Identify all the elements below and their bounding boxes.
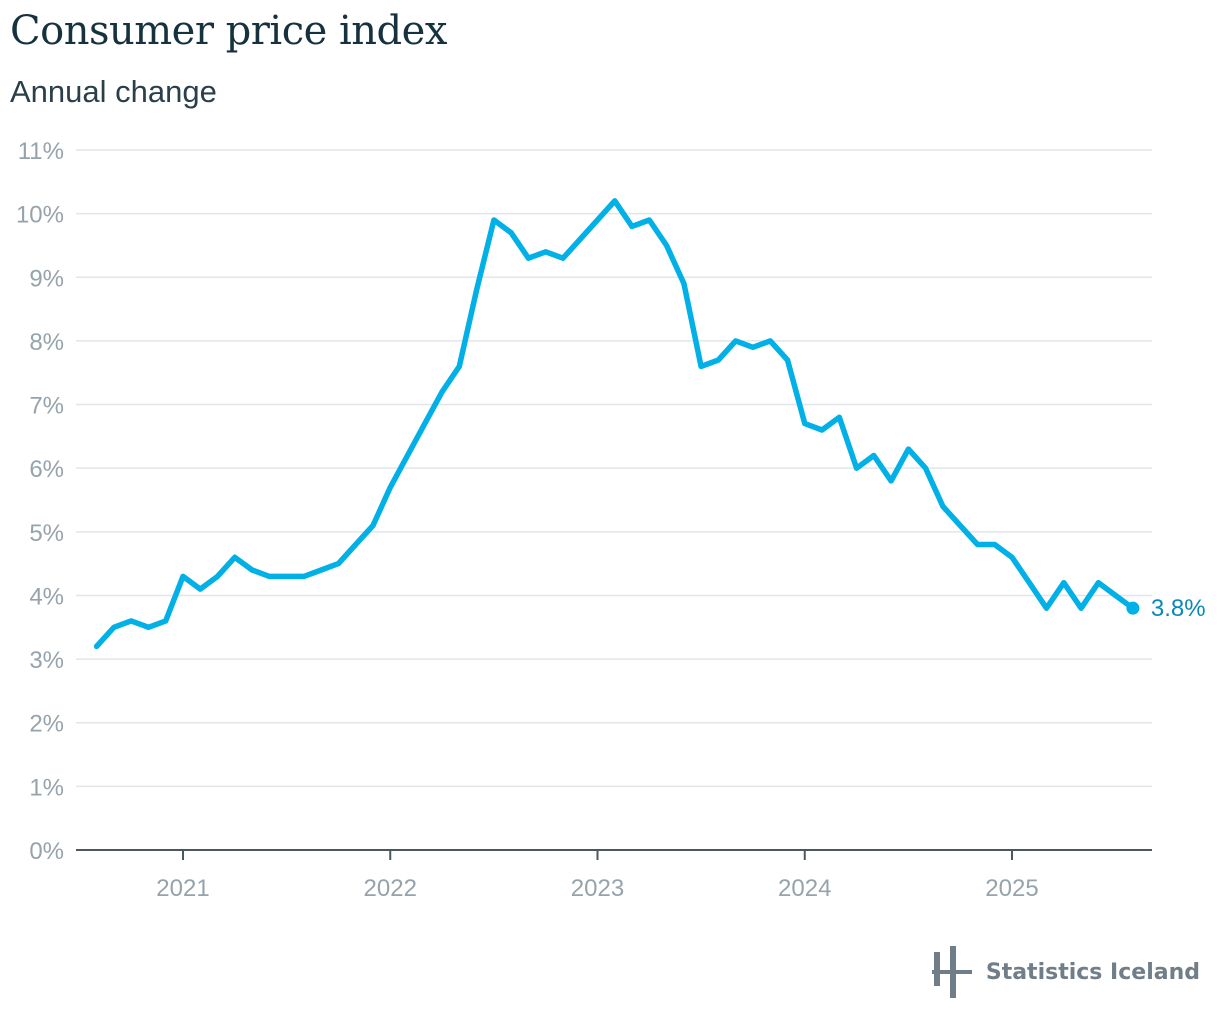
data-point	[1113, 592, 1119, 598]
y-tick-label: 1%	[29, 774, 64, 801]
data-point	[681, 281, 687, 287]
data-point	[197, 586, 203, 592]
data-point	[646, 217, 652, 223]
y-axis-tick-labels: 0% 1% 2% 3% 4% 5% 6% 7% 8% 9% 10% 11%	[16, 138, 64, 865]
data-point	[1009, 554, 1015, 560]
data-point	[1095, 580, 1101, 586]
x-tick-label: 2022	[364, 875, 417, 902]
data-point	[560, 255, 566, 261]
data-point	[595, 217, 601, 223]
y-tick-label: 5%	[29, 520, 64, 547]
data-point	[353, 542, 359, 548]
data-point	[888, 478, 894, 484]
data-point	[577, 236, 583, 242]
data-point	[318, 567, 324, 573]
series-layer: 3.8%	[93, 198, 1206, 650]
gridlines	[76, 149, 1152, 788]
data-point	[923, 465, 929, 471]
x-tick-label: 2023	[571, 875, 624, 902]
brand-footer: Statistics Iceland	[931, 946, 1200, 998]
data-point	[629, 223, 635, 229]
brand-name: Statistics Iceland	[985, 959, 1200, 985]
data-point	[335, 561, 341, 567]
data-point	[940, 503, 946, 509]
data-point	[1026, 580, 1032, 586]
data-point	[456, 363, 462, 369]
data-point	[145, 624, 151, 630]
y-tick-label: 0%	[29, 838, 64, 865]
y-tick-label: 3%	[29, 647, 64, 674]
x-axis-tick-labels: 2021 2022 2023 2024 2025	[156, 875, 1038, 902]
data-point	[370, 522, 376, 528]
data-point	[405, 452, 411, 458]
data-point	[439, 389, 445, 395]
data-point	[491, 217, 497, 223]
data-point	[525, 255, 531, 261]
data-point	[128, 618, 134, 624]
data-point	[767, 338, 773, 344]
data-point	[854, 465, 860, 471]
chart-subtitle: Annual change	[10, 74, 217, 109]
chart-title: Consumer price index	[10, 8, 447, 54]
data-point	[1061, 580, 1067, 586]
end-point-marker	[1126, 601, 1140, 615]
data-point	[974, 542, 980, 548]
end-value-label: 3.8%	[1151, 595, 1206, 622]
data-point	[215, 573, 221, 579]
y-tick-label: 2%	[29, 711, 64, 738]
data-point	[474, 287, 480, 293]
data-point	[992, 542, 998, 548]
statistics-iceland-logo-icon	[931, 946, 972, 998]
y-tick-label: 10%	[16, 202, 64, 229]
data-point	[715, 357, 721, 363]
data-point	[733, 338, 739, 344]
y-tick-label: 7%	[29, 393, 64, 420]
data-point	[957, 522, 963, 528]
x-tick-label: 2025	[985, 875, 1038, 902]
y-tick-label: 11%	[18, 138, 64, 165]
data-point	[1078, 605, 1084, 611]
x-tick-label: 2024	[778, 875, 831, 902]
data-point	[1044, 605, 1050, 611]
data-point	[387, 484, 393, 490]
data-point	[422, 421, 428, 427]
data-point	[836, 414, 842, 420]
data-point	[111, 624, 117, 630]
data-point	[180, 573, 186, 579]
data-point	[802, 421, 808, 427]
x-axis	[76, 849, 1152, 860]
data-point	[94, 643, 100, 649]
data-point	[698, 363, 704, 369]
data-point	[543, 249, 549, 255]
data-point	[664, 242, 670, 248]
data-point	[249, 567, 255, 573]
data-point	[871, 452, 877, 458]
data-point	[284, 573, 290, 579]
data-point	[232, 554, 238, 560]
y-tick-label: 6%	[29, 456, 64, 483]
data-point	[301, 573, 307, 579]
data-point	[784, 357, 790, 363]
x-tick-label: 2021	[156, 875, 209, 902]
data-point	[750, 344, 756, 350]
y-tick-label: 8%	[29, 329, 64, 356]
data-point	[612, 198, 618, 204]
y-tick-label: 9%	[29, 265, 64, 292]
data-point	[508, 230, 514, 236]
series-line	[93, 198, 1136, 650]
line-chart: 0%1%2%3%4%5%6%7%8%9%10%11% 2021 2022 2023 2…	[16, 138, 1206, 902]
data-point	[163, 618, 169, 624]
data-point	[819, 427, 825, 433]
data-point	[266, 573, 272, 579]
data-point	[905, 446, 911, 452]
y-tick-label: 4%	[29, 583, 64, 610]
